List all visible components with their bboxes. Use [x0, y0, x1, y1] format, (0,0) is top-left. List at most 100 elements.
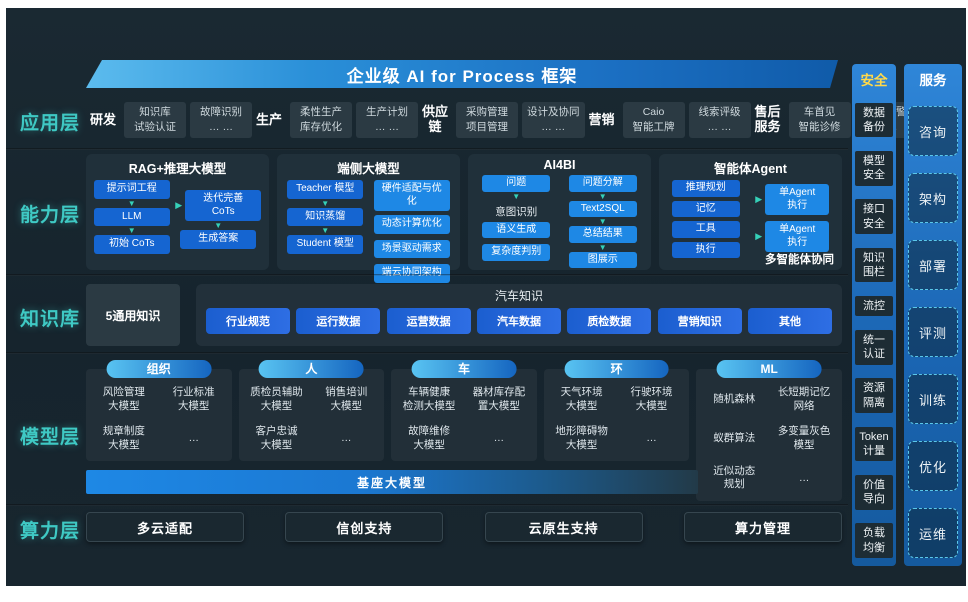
layer-label-model: 模型层 — [20, 427, 81, 448]
model-group-environment: 环 天气环境 大模型 行驶环境 大模型 地形障碍物 大模型 … — [543, 360, 690, 461]
model-item: 近似动态 规划 — [713, 464, 756, 491]
flow-node: 图展示 — [568, 251, 637, 268]
banner: 企业级 AI for Process 框架 — [86, 60, 838, 88]
cap-box-title: AI4BI — [543, 158, 576, 172]
flow-node: 语义生成 — [482, 221, 551, 238]
auto-knowledge-title: 汽车知识 — [494, 289, 543, 303]
cap-box-ai4bi: AI4BI 问题 ▼ 意图识别 语义生成 复杂度判别 问题分解 ▼ Text2S… — [468, 154, 651, 270]
divider — [6, 274, 848, 276]
app-item: … … — [375, 121, 399, 133]
divider — [6, 148, 848, 150]
model-group-header: 人 — [258, 360, 364, 378]
flow-node: 初始 CoTs — [93, 235, 170, 254]
compute-item: 多云适配 — [86, 512, 244, 542]
cap-box-edge-model: 端侧大模型 Teacher 模型 ▼ 知识蒸馏 ▼ Student 模型 硬件适… — [277, 154, 460, 283]
arrow-down-icon: ▼ — [214, 221, 223, 230]
knowledge-layer: 5通用知识 汽车知识 行业规范 运行数据 运营数据 汽车数据 质检数据 营销知识… — [86, 284, 842, 346]
application-layer: 研发 知识库 试验认证 故障识别 … … 生产 柔性生产 库存优化 生产计划 …… — [86, 96, 917, 144]
model-item: … — [646, 431, 657, 444]
agent-exec-node: 单Agent 执行 — [765, 184, 830, 215]
divider — [6, 504, 848, 506]
model-item: 天气环境 大模型 — [560, 385, 603, 412]
model-item: 地形障碍物 大模型 — [555, 424, 608, 451]
cap-box-title: 智能体Agent — [714, 162, 787, 176]
app-group-name: 生产 — [255, 111, 282, 127]
model-item: 故障维修 大模型 — [408, 424, 451, 451]
security-item: 知识 围栏 — [855, 247, 893, 283]
arrow-down-icon: ▼ — [598, 217, 607, 226]
model-item: 风险管理 大模型 — [102, 385, 145, 412]
capability-layer: RAG+推理大模型 提示词工程 ▼ LLM ▼ 初始 CoTs ▶ 迭代完善 C… — [86, 154, 842, 283]
arrow-down-icon: ▼ — [321, 198, 330, 208]
model-item: … — [493, 431, 505, 444]
app-item: 设计及协同 — [527, 105, 580, 118]
app-cell: 柔性生产 库存优化 — [290, 101, 352, 139]
compute-layer: 多云适配 信创支持 云原生支持 算力管理 — [86, 512, 842, 544]
app-group-production: 生产 柔性生产 库存优化 生产计划 … … — [252, 96, 418, 144]
model-item: 随机森林 — [713, 392, 756, 405]
service-item: 咨询 — [908, 106, 958, 156]
compute-item: 云原生支持 — [484, 512, 643, 542]
app-item: 知识库 — [139, 105, 171, 118]
security-item: 接口 安全 — [855, 199, 893, 234]
app-item: 采购管理 — [466, 105, 508, 118]
framework-canvas: 企业级 AI for Process 框架 应用层 能力层 知识库 模型层 算力… — [6, 8, 966, 586]
flow-node: 迭代完善 CoTs — [185, 190, 262, 221]
base-foundation-model-bar: 基座大模型 — [86, 470, 698, 494]
flow-node: Teacher 模型 — [287, 180, 364, 199]
service-item: 评测 — [908, 307, 958, 357]
flow-node: 知识蒸馏 — [287, 207, 364, 226]
model-item: 客户忠诚 大模型 — [255, 424, 298, 451]
model-item: 器材库存配 置大模型 — [472, 385, 526, 412]
app-item: 智能诊修 — [798, 121, 841, 133]
app-group-name: 研发 — [89, 111, 116, 127]
app-item: 线索评级 — [698, 105, 741, 118]
security-item: 流控 — [855, 296, 893, 317]
model-group-organization: 组织 风险管理 大模型 行业标准 大模型 规章制度 大模型 … — [86, 360, 232, 461]
app-cell: 生产计划 … … — [356, 101, 418, 139]
knowledge-pill: 其他 — [747, 308, 832, 334]
flow-text: 意图识别 — [495, 205, 538, 218]
arrow-down-icon: ▼ — [321, 226, 330, 235]
list-node: 端云协同架构 — [373, 264, 450, 283]
flow-node: 总结结果 — [568, 226, 637, 243]
compute-item: 算力管理 — [683, 512, 842, 542]
flow-node: Student 模型 — [287, 235, 364, 254]
app-item: … … — [707, 121, 732, 133]
arrow-right-icon: ▶ — [755, 194, 763, 204]
app-cell: 车首见 智能诊修 — [788, 101, 851, 139]
security-item: 统一 认证 — [855, 330, 893, 365]
app-item: 项目管理 — [466, 121, 508, 133]
layer-label-capability: 能力层 — [20, 205, 81, 226]
list-node: 场景驱动需求 — [373, 239, 450, 258]
layer-label-compute: 算力层 — [20, 521, 81, 542]
agent-module: 执行 — [671, 241, 740, 258]
knowledge-pill: 营销知识 — [657, 308, 742, 334]
model-group-header: ML — [716, 360, 822, 378]
arrow-down-icon: ▼ — [598, 191, 607, 201]
layer-label-knowledge: 知识库 — [20, 309, 81, 330]
app-cell: Caio 智能工牌 — [622, 101, 685, 139]
app-cell: 知识库 试验认证 — [124, 101, 186, 139]
app-group-supply-chain: 供应链 采购管理 项目管理 设计及协同 … … — [418, 96, 585, 144]
cap-box-title: 端侧大模型 — [337, 162, 400, 176]
service-item: 优化 — [908, 441, 958, 491]
service-item: 架构 — [908, 173, 958, 223]
security-item: 模型 安全 — [855, 151, 893, 186]
flow-node: LLM — [93, 207, 170, 226]
list-node: 动态计算优化 — [373, 215, 450, 234]
security-item: 资源 隔离 — [855, 378, 893, 413]
cap-box-title: RAG+推理大模型 — [128, 162, 227, 176]
model-item: 车辆健康 检测大模型 — [402, 385, 456, 412]
model-group-ml: ML 随机森林 长短期记忆 网络 蚁群算法 多变量灰色 模型 近似动态 规划 … — [696, 360, 842, 501]
service-title: 服务 — [919, 73, 947, 88]
security-item: 价值 导向 — [855, 475, 893, 510]
knowledge-pill: 行业规范 — [206, 308, 290, 334]
security-title: 安全 — [860, 73, 888, 88]
knowledge-pill: 汽车数据 — [476, 308, 561, 334]
model-group-header: 车 — [411, 360, 517, 378]
model-group-header: 环 — [564, 360, 669, 378]
flow-node: 问题 — [482, 175, 551, 192]
security-column: 安全 数据 备份 模型 安全 接口 安全 知识 围栏 流控 统一 认证 资源 隔… — [852, 64, 896, 566]
agent-exec-node: 单Agent 执行 — [765, 221, 830, 252]
